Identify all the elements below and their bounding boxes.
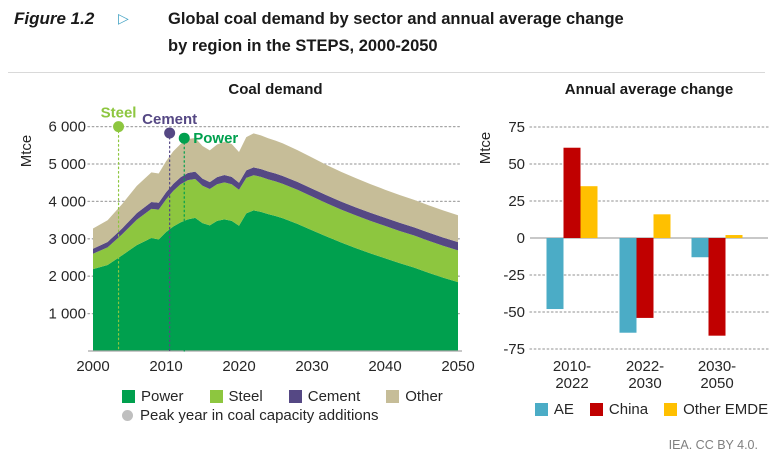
y-tick-label-50: 50 xyxy=(508,156,525,173)
legend-label: Other EMDE xyxy=(683,401,769,418)
bar-ae-2022-2030 xyxy=(619,238,637,333)
bar-other-emde-2010-2022 xyxy=(580,186,598,238)
legend-square-icon xyxy=(209,390,223,403)
y-tick-label-25: 25 xyxy=(508,193,525,210)
bar-ae-2010-2022 xyxy=(546,238,564,310)
x-tick-label-2050: 2050 xyxy=(441,358,474,375)
figure-label: Figure 1.2 xyxy=(14,9,95,28)
legend-label: Cement xyxy=(307,388,361,405)
x-tick-label-2030: 2030 xyxy=(295,358,328,375)
peak-label-cement: Cement xyxy=(142,111,197,128)
legend-label: AE xyxy=(553,401,574,418)
bar-other-emde-2030-2050 xyxy=(725,235,743,238)
legend-square-icon xyxy=(534,403,548,416)
header-divider xyxy=(8,72,765,73)
legend-item-other: Other xyxy=(386,388,443,405)
peak-dot-cement xyxy=(164,127,176,139)
legend-item-peak-year-in-coal-capacity-additions: Peak year in coal capacity additions xyxy=(122,407,378,424)
bar-china-2030-2050 xyxy=(708,238,726,336)
y-tick-label--75: -75 xyxy=(503,341,525,358)
legend-label: Peak year in coal capacity additions xyxy=(140,407,379,424)
sector-legend-row: Power Steel Cement Other xyxy=(122,387,482,406)
x-tick-label-2020: 2020 xyxy=(222,358,255,375)
legend-item-steel: Steel xyxy=(209,388,263,405)
region-legend: AE China Other EMDE xyxy=(530,401,773,418)
legend-label: Other xyxy=(405,388,443,405)
legend-label: Steel xyxy=(228,388,263,405)
y-tick-label-3000: 3 000 xyxy=(48,231,86,248)
x-category-label: 2010- xyxy=(553,358,591,375)
y-tick-label-6000: 6 000 xyxy=(48,119,86,136)
peak-label-power: Power xyxy=(193,130,238,147)
figure-title-line1: Global coal demand by sector and annual … xyxy=(168,10,624,28)
y-tick-label-2000: 2 000 xyxy=(48,268,86,285)
x-category-label: 2022- xyxy=(626,358,664,375)
annual-average-change-chart-title: Annual average change xyxy=(564,81,734,98)
peak-year-legend-row: Peak year in coal capacity additions xyxy=(122,406,482,425)
y-tick-label-4000: 4 000 xyxy=(48,193,86,210)
bar-other-emde-2022-2030 xyxy=(653,214,671,238)
figure-marker-triangle-icon: ▷ xyxy=(118,11,129,27)
legend-square-icon xyxy=(386,390,400,403)
legend-dot-icon xyxy=(122,410,133,421)
x-tick-label-2000: 2000 xyxy=(76,358,109,375)
bar-ae-2030-2050 xyxy=(691,238,709,258)
y-tick-label-5000: 5 000 xyxy=(48,156,86,173)
legend-square-icon xyxy=(664,403,678,416)
peak-dot-power xyxy=(178,132,190,144)
x-category-label: 2050 xyxy=(700,375,733,392)
x-tick-label-2010: 2010 xyxy=(149,358,182,375)
y-axis-title: Mtce xyxy=(480,132,494,165)
x-category-label: 2030- xyxy=(698,358,736,375)
annual-average-change-bar-chart: 75 50 25 0 -25 -50 -75 Mtce 2010-2022 2022-2030 20… xyxy=(480,119,769,392)
legend-item-china: China xyxy=(589,401,649,418)
license-credit: IEA. CC BY 4.0. xyxy=(668,438,758,452)
coal-demand-legend: Power Steel Cement Other Peak year in coal … xyxy=(122,387,482,425)
legend-label: China xyxy=(608,401,649,418)
bar-china-2010-2022 xyxy=(563,147,581,238)
y-tick-label--25: -25 xyxy=(503,267,525,284)
x-tick-label-2040: 2040 xyxy=(368,358,401,375)
y-tick-label--50: -50 xyxy=(503,304,525,321)
legend-item-cement: Cement xyxy=(288,388,361,405)
legend-square-icon xyxy=(122,390,135,403)
x-category-label: 2022 xyxy=(555,375,588,392)
coal-demand-chart-title: Coal demand xyxy=(228,81,323,98)
bar-china-2022-2030 xyxy=(636,238,654,318)
legend-item-power: Power xyxy=(122,388,184,405)
coal-demand-area-chart: 1 000 2 000 3 000 4 000 5 000 6 000 2000 2010 20… xyxy=(18,105,475,375)
y-tick-label-1000: 1 000 xyxy=(48,306,86,323)
peak-label-steel: Steel xyxy=(101,105,137,122)
x-category-label: 2030 xyxy=(628,375,661,392)
legend-item-ae: AE xyxy=(534,401,574,418)
y-tick-label-0: 0 xyxy=(517,230,525,247)
y-tick-label-75: 75 xyxy=(508,119,525,136)
y-axis-title: Mtce xyxy=(18,135,35,168)
peak-dot-steel xyxy=(113,121,125,133)
legend-item-other-emde: Other EMDE xyxy=(664,401,768,418)
figure-title: Global coal demand by sector and annual … xyxy=(168,6,624,60)
figure-title-line2: by region in the STEPS, 2000-2050 xyxy=(168,37,438,55)
legend-square-icon xyxy=(288,390,302,403)
legend-square-icon xyxy=(589,403,603,416)
area-power xyxy=(93,210,458,351)
legend-label: Power xyxy=(141,388,184,405)
